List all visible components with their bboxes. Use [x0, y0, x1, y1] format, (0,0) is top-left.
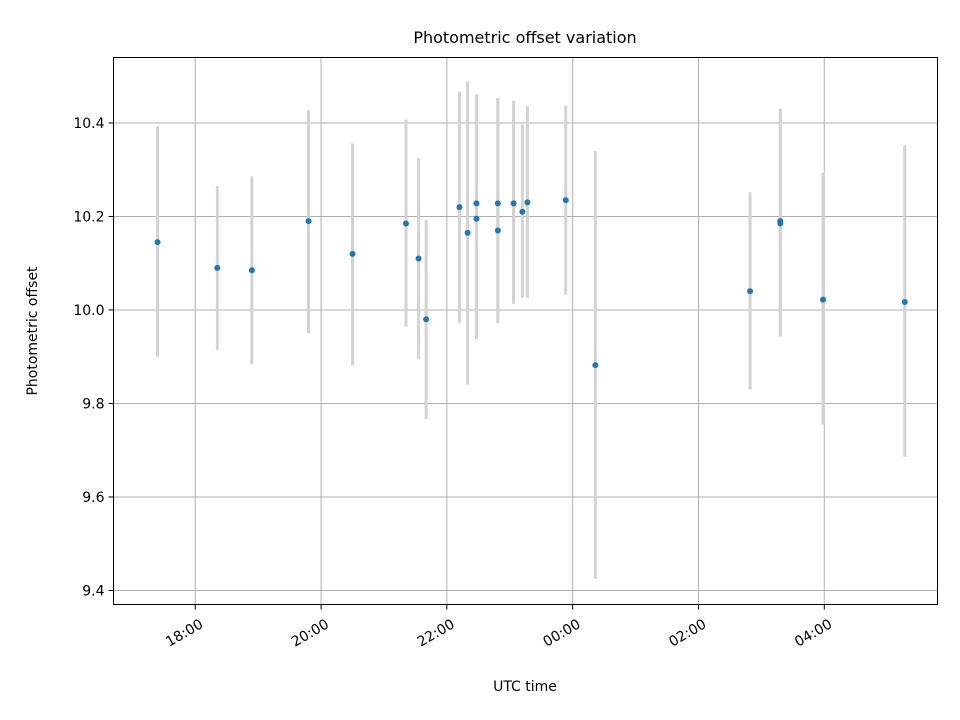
data-point: [592, 362, 599, 369]
y-tick-label: 9.6: [82, 490, 104, 506]
y-tick-label: 9.4: [82, 583, 104, 599]
data-point: [562, 197, 569, 204]
data-point: [747, 288, 754, 295]
data-point: [524, 199, 531, 206]
y-tick-label: 10.4: [73, 116, 104, 132]
y-tick-label: 10.2: [73, 209, 104, 225]
y-axis-label: Photometric offset: [25, 266, 41, 396]
y-tick-label: 10.0: [73, 303, 104, 319]
data-point: [154, 239, 161, 246]
data-point: [214, 264, 221, 271]
data-point: [901, 299, 908, 306]
data-point: [248, 267, 255, 274]
data-point: [423, 316, 430, 323]
data-point: [473, 200, 480, 207]
data-point: [456, 204, 463, 211]
data-point: [349, 250, 356, 257]
data-point: [519, 208, 526, 215]
data-point: [494, 200, 501, 207]
data-point: [473, 215, 480, 222]
data-point: [402, 220, 409, 227]
data-points: [154, 197, 908, 369]
x-axis-label: UTC time: [493, 679, 557, 695]
data-point: [415, 255, 422, 262]
data-point: [820, 296, 827, 303]
chart-title: Photometric offset variation: [413, 28, 636, 47]
data-point: [777, 218, 784, 225]
data-point: [305, 218, 312, 225]
data-point: [510, 200, 517, 207]
plot-frame: [113, 57, 938, 605]
y-tick-label: 9.8: [82, 396, 104, 412]
data-point: [464, 229, 471, 236]
data-point: [494, 227, 501, 234]
